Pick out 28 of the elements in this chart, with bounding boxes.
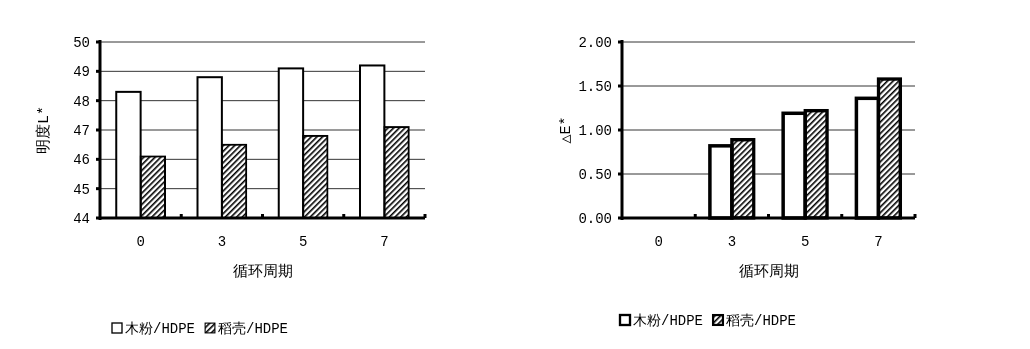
y-tick-label: 1.50: [578, 79, 612, 95]
y-tick-label: 0.50: [578, 167, 612, 183]
y-tick-label: 0.00: [578, 211, 612, 227]
y-tick-label: 48: [73, 93, 90, 110]
y-tick-label: 2.00: [578, 35, 612, 51]
x-tick-label: 0: [136, 234, 145, 250]
legend-label: 稻壳/HDPE: [726, 313, 797, 329]
y-tick-label: 45: [73, 181, 90, 198]
y-tick-label: 1.00: [578, 123, 612, 139]
x-tick-label: 0: [654, 234, 663, 250]
x-tick-label: 7: [874, 234, 883, 250]
legend-label: 木粉/HDPE: [633, 313, 704, 329]
x-tick-label: 7: [380, 234, 389, 250]
x-axis-title: 循环周期: [738, 263, 799, 281]
y-tick-label: 49: [73, 64, 90, 81]
y-tick-label: 50: [73, 35, 90, 51]
y-tick-label: 46: [73, 152, 90, 169]
legend-label: 稻壳/HDPE: [218, 321, 289, 337]
x-tick-label: 5: [800, 234, 810, 250]
x-tick-label: 3: [727, 234, 737, 250]
y-tick-label: 47: [73, 123, 90, 139]
y-axis-title: △E*: [558, 116, 575, 144]
y-axis-title: 明度L*: [35, 105, 53, 155]
x-axis-title: 循环周期: [232, 263, 293, 281]
x-tick-label: 5: [298, 234, 308, 250]
y-tick-label: 44: [73, 211, 90, 227]
legend-label: 木粉/HDPE: [125, 321, 196, 337]
x-tick-label: 3: [217, 234, 227, 250]
